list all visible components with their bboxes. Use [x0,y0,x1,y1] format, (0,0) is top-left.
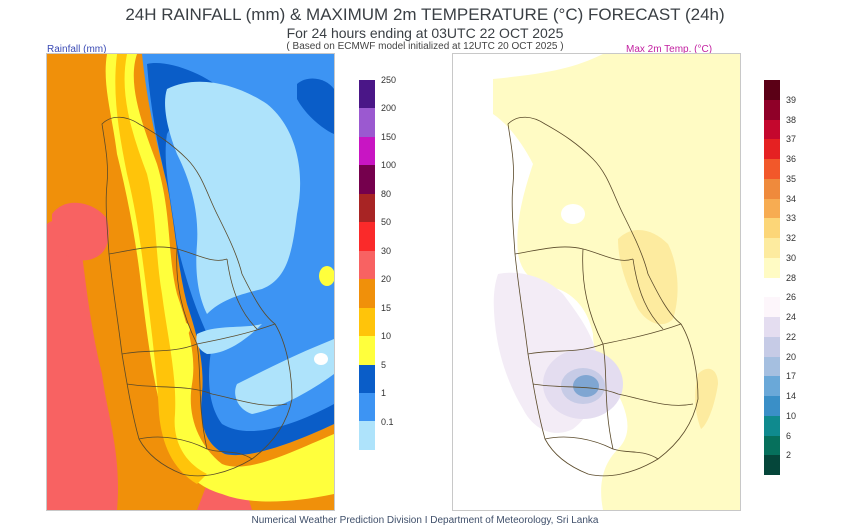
island-outline [101,116,293,477]
colorbar-swatch [359,108,375,137]
colorbar-swatch [359,136,375,166]
temperature-map-svg [453,54,740,510]
colorbar-tick-label: 200 [381,103,397,114]
colorbar-tick-label: 250 [381,75,397,85]
rain-field-10-15-spot [174,322,190,336]
district-boundary [514,246,694,460]
colorbar-tick-label: 2 [786,450,792,461]
district-boundary [108,246,288,460]
colorbar-swatch [764,376,780,396]
rain-field-no-rain [314,353,328,365]
colorbar-swatch [764,198,780,219]
temp-field-28-30 [493,54,740,510]
colorbar-swatch [764,139,780,159]
colorbar-tick-label: 37 [786,134,797,145]
colorbar-tick-label: 35 [786,173,797,184]
colorbar-tick-label: 14 [786,391,797,401]
temperature-map [452,53,741,511]
colorbar-tick-label: 20 [786,351,797,362]
colorbar-tick-label: 36 [786,154,797,164]
colorbar-swatch [764,455,780,475]
colorbar-swatch [764,415,780,436]
footer-credit: Numerical Weather Prediction Division I … [251,515,599,526]
rainfall-panel-label: Rainfall (mm) [47,44,107,55]
colorbar-tick-label: 26 [786,292,797,303]
colorbar-swatch [764,80,780,100]
colorbar-tick-label: 38 [786,114,797,125]
colorbar-tick-label: 15 [381,302,392,313]
colorbar-swatch [359,364,375,393]
temperature-colorbar [764,80,780,475]
colorbar-swatch [764,435,780,456]
colorbar-swatch [764,238,780,258]
rainfall-map [46,53,335,511]
colorbar-tick-label: 80 [381,188,392,199]
colorbar-tick-label: 28 [786,272,797,283]
colorbar-swatch [764,257,780,278]
colorbar-swatch [359,193,375,223]
rain-field-10-15-east [319,266,334,286]
colorbar-swatch [764,356,780,377]
colorbar-tick-label: 5 [381,359,387,370]
colorbar-swatch [359,279,375,308]
coastline [101,116,293,477]
temp-field-30-32-se [695,368,718,429]
colorbar-swatch [359,80,375,109]
colorbar-tick-label: 6 [786,430,792,441]
colorbar-tick-label: 10 [381,331,392,342]
colorbar-tick-label: 24 [786,312,797,322]
temp-field-17-20 [573,375,599,397]
rain-field-5-10-ne [297,78,334,134]
colorbar-swatch [764,178,780,199]
colorbar-swatch [764,119,780,140]
colorbar-tick-label: 34 [786,193,797,204]
temp-field-26-28-hole [561,204,585,224]
rain-field-15-20 [115,54,207,484]
colorbar-swatch [359,392,375,422]
forecast-period: For 24 hours ending at 03UTC 22 OCT 2025 [286,25,564,41]
colorbar-swatch [764,317,780,337]
colorbar-swatch [359,250,375,280]
colorbar-swatch [764,396,780,416]
colorbar-swatch [359,222,375,251]
colorbar-swatch [359,165,375,194]
colorbar-swatch [764,99,780,120]
colorbar-tick-label: 150 [381,131,397,142]
colorbar-tick-label: 33 [786,213,797,224]
island-outline-temp [507,116,699,477]
rain-field-0.1-1-south [235,339,334,414]
colorbar-swatch [764,336,780,357]
rain-field-30-50-west [47,220,118,510]
colorbar-tick-label: 20 [381,274,392,285]
colorbar-tick-label: 22 [786,331,797,342]
temp-field-30-32-east [618,229,678,325]
colorbar-swatch [764,218,780,238]
rainfall-map-svg [47,54,334,510]
colorbar-tick-label: 50 [381,217,392,228]
colorbar-swatch [359,307,375,337]
model-note: ( Based on ECMWF model initialized at 12… [286,41,564,52]
colorbar-tick-label: 10 [786,410,797,421]
chart-title: 24H RAINFALL (mm) & MAXIMUM 2m TEMPERATU… [125,5,725,24]
colorbar-swatch [764,277,780,298]
colorbar-tick-label: 30 [381,245,392,256]
rain-field-30-50-north [52,202,109,261]
colorbar-tick-label: 17 [786,371,797,382]
temperature-panel-label: Max 2m Temp. (°C) [626,44,713,55]
colorbar-tick-label: 39 [786,94,797,105]
colorbar-swatch [359,421,375,450]
colorbar-swatch [764,159,780,179]
colorbar-tick-label: 0.1 [381,416,394,427]
colorbar-tick-label: 1 [381,388,387,399]
colorbar-swatch [359,336,375,365]
coastline [507,116,699,477]
colorbar-tick-label: 32 [786,233,797,243]
rainfall-colorbar [359,80,375,450]
colorbar-tick-label: 100 [381,160,397,171]
rain-field-0.1-1-mid [196,324,262,354]
colorbar-tick-label: 30 [786,252,797,263]
colorbar-swatch [764,297,780,317]
